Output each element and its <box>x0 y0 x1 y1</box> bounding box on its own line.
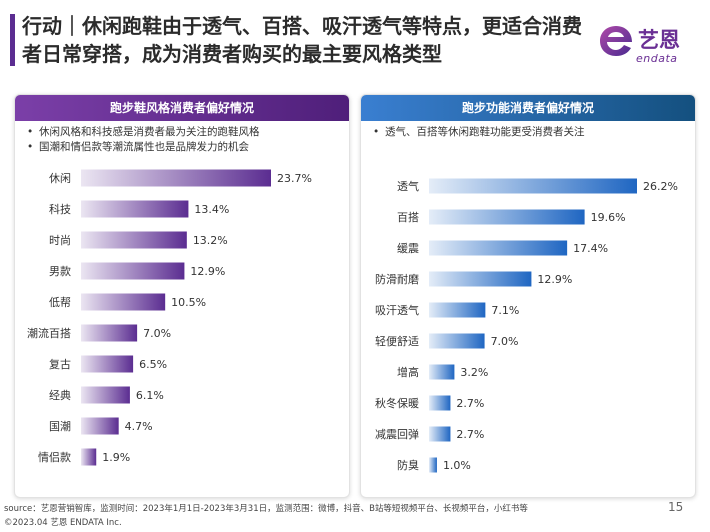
value-label: 7.0% <box>491 335 519 348</box>
style-note: 国潮和情侣款等潮流属性也是品牌发力的机会 <box>27 140 339 155</box>
style-note: 休闲风格和科技感是消费者最为关注的跑鞋风格 <box>27 125 339 140</box>
value-label: 13.4% <box>194 203 229 216</box>
category-label: 防滑耐磨 <box>375 272 419 286</box>
value-label: 2.7% <box>456 428 484 441</box>
logo-english-text: endata <box>636 52 678 65</box>
bar <box>81 262 185 280</box>
category-label: 科技 <box>49 202 71 216</box>
category-label: 轻便舒适 <box>375 334 419 348</box>
category-label: 缓震 <box>397 242 419 255</box>
category-label: 时尚 <box>49 233 71 247</box>
bar <box>429 302 486 318</box>
bar <box>81 386 130 404</box>
bar <box>81 324 138 342</box>
bar <box>81 231 187 249</box>
bar <box>429 395 451 411</box>
bar <box>81 200 189 218</box>
bar <box>429 209 585 225</box>
value-label: 12.9% <box>537 273 572 286</box>
copyright: ©2023.04 艺恩 ENDATA Inc. <box>4 518 122 528</box>
endata-logo: 艺恩 endata <box>598 22 698 68</box>
category-label: 透气 <box>397 179 419 193</box>
value-label: 19.6% <box>591 211 626 224</box>
endata-logo-icon <box>600 26 632 56</box>
bar <box>429 271 532 287</box>
value-label: 1.0% <box>443 459 471 472</box>
category-label: 防臭 <box>397 458 419 472</box>
value-label: 13.2% <box>193 234 228 247</box>
value-label: 3.2% <box>460 366 488 379</box>
style-panel-notes: 休闲风格和科技感是消费者最为关注的跑鞋风格 国潮和情侣款等潮流属性也是品牌发力的… <box>15 121 349 155</box>
bar <box>81 293 166 311</box>
bar <box>429 364 455 380</box>
function-panel-notes: 透气、百搭等休闲跑鞋功能更受消费者关注 <box>361 121 695 140</box>
bar <box>429 457 437 473</box>
category-label: 情侣款 <box>38 450 71 464</box>
value-label: 6.5% <box>139 358 167 371</box>
value-label: 26.2% <box>643 180 678 193</box>
value-label: 2.7% <box>456 397 484 410</box>
value-label: 10.5% <box>171 296 206 309</box>
bar <box>429 178 637 194</box>
bar <box>429 333 485 349</box>
category-label: 百搭 <box>397 211 419 224</box>
bar <box>81 448 97 466</box>
title-accent-bar <box>10 14 15 66</box>
bar <box>81 355 134 373</box>
value-label: 1.9% <box>102 451 130 464</box>
value-label: 7.1% <box>491 304 519 317</box>
style-preference-chart: 休闲 23.7% 科技 13.4% 时尚 13.2% 男款 12.9% 低帮 10.5% 潮流百搭 7… <box>27 169 312 466</box>
value-label: 17.4% <box>573 242 608 255</box>
bar <box>429 240 568 256</box>
function-note: 透气、百搭等休闲跑鞋功能更受消费者关注 <box>373 125 685 140</box>
page-title: 行动｜休闲跑鞋由于透气、百搭、吸汗透气等特点，更适合消费者日常穿搭，成为消费者购… <box>22 14 582 66</box>
category-label: 减震回弹 <box>375 427 419 441</box>
value-label: 6.1% <box>136 389 164 402</box>
category-label: 休闲 <box>49 171 71 185</box>
value-label: 23.7% <box>277 172 312 185</box>
function-preference-panel: 跑步功能消费者偏好情况 透气、百搭等休闲跑鞋功能更受消费者关注 透气 26.2% 百… <box>360 94 696 498</box>
logo-chinese-text: 艺恩 <box>638 28 680 52</box>
source-note: source：艺恩营销智库，监测时间：2023年1月1日-2023年3月31日，… <box>4 504 528 514</box>
value-label: 4.7% <box>125 420 153 433</box>
category-label: 男款 <box>49 264 71 278</box>
value-label: 7.0% <box>143 327 171 340</box>
bar <box>81 169 271 187</box>
category-label: 复古 <box>49 357 71 371</box>
category-label: 低帮 <box>49 296 71 309</box>
bar <box>429 426 451 442</box>
category-label: 吸汗透气 <box>375 303 419 317</box>
category-label: 增高 <box>397 365 419 379</box>
category-label: 秋冬保暖 <box>375 396 419 410</box>
category-label: 潮流百搭 <box>27 326 71 340</box>
bar <box>81 417 119 435</box>
category-label: 经典 <box>49 388 71 402</box>
function-panel-title: 跑步功能消费者偏好情况 <box>361 95 695 121</box>
function-preference-chart: 透气 26.2% 百搭 19.6% 缓震 17.4% 防滑耐磨 12.9% 吸汗透气 7.1% 轻便… <box>375 178 678 473</box>
value-label: 12.9% <box>190 265 225 278</box>
page-number: 15 <box>668 500 684 514</box>
category-label: 国潮 <box>49 419 71 433</box>
style-preference-panel: 跑步鞋风格消费者偏好情况 休闲风格和科技感是消费者最为关注的跑鞋风格 国潮和情侣… <box>14 94 350 498</box>
style-panel-title: 跑步鞋风格消费者偏好情况 <box>15 95 349 121</box>
